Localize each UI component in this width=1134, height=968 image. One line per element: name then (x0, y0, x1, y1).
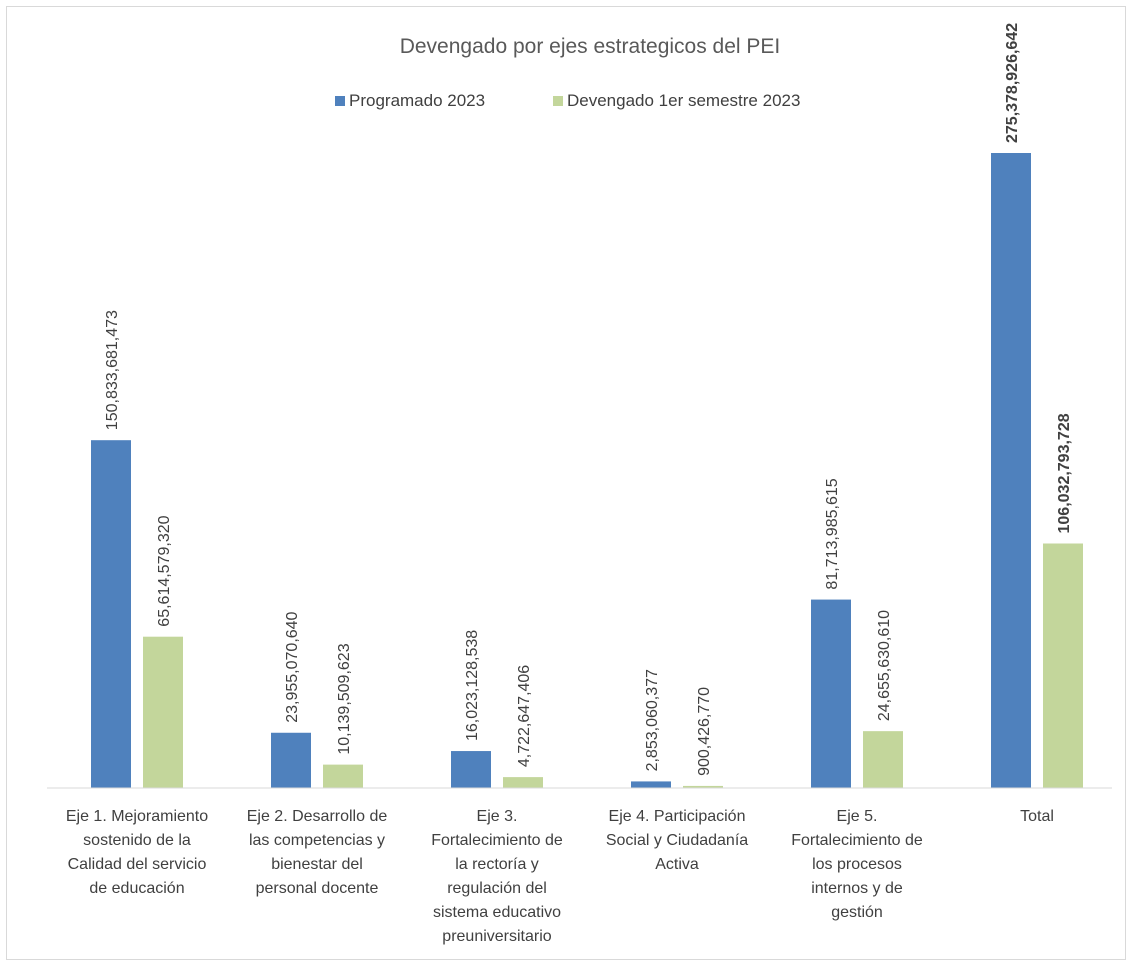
category-label-line: Calidad del servicio (68, 856, 207, 873)
value-label-programado-2: 23,955,070,640 (284, 611, 301, 722)
legend-swatch-devengado (553, 96, 563, 106)
category-label-line: gestión (831, 904, 883, 921)
category-label-line: la rectoría y (455, 856, 539, 873)
category-label-3: Eje 3. Fortalecimiento de la rectoría y reg… (431, 808, 563, 945)
category-label-line: Eje 2. Desarrollo de (247, 808, 388, 825)
bar-programado-6 (991, 153, 1031, 788)
bar-devengado-1 (143, 636, 183, 788)
category-label-line: sistema educativo (433, 904, 561, 921)
value-label-devengado-6: 106,032,793,728 (1056, 413, 1073, 533)
legend-label-devengado: Devengado 1er semestre 2023 (567, 91, 800, 110)
bar-programado-4 (631, 781, 671, 788)
value-label-programado-3: 16,023,128,538 (464, 630, 481, 741)
bar-devengado-3 (503, 777, 543, 788)
value-label-programado-6: 275,378,926,642 (1004, 23, 1021, 143)
value-label-devengado-5: 24,655,630,610 (876, 610, 893, 721)
bar-devengado-4 (683, 785, 723, 788)
category-label-line: Fortalecimiento de (791, 832, 923, 849)
category-label-line: internos y de (811, 880, 903, 897)
category-label-line: los procesos (812, 856, 902, 873)
category-label-4: Eje 4. Participación Social y Ciudadanía A… (606, 808, 748, 873)
category-label-line: Eje 1. Mejoramiento (66, 808, 208, 825)
category-label-line: Social y Ciudadanía (606, 832, 748, 849)
category-label-line: regulación del (447, 880, 547, 897)
category-label-line: bienestar del (271, 856, 363, 873)
legend-label-programado: Programado 2023 (349, 91, 485, 110)
category-label-line: personal docente (256, 880, 379, 897)
category-label-line: preuniversitario (442, 928, 551, 945)
value-label-programado-1: 150,833,681,473 (104, 310, 121, 430)
category-label-line: sostenido de la (83, 832, 191, 849)
value-label-programado-5: 81,713,985,615 (824, 478, 841, 589)
value-label-devengado-2: 10,139,509,623 (336, 643, 353, 754)
category-label-6: Total (1020, 808, 1054, 825)
category-label-line: las competencias y (249, 832, 385, 849)
bar-devengado-6 (1043, 543, 1083, 788)
data-labels-group: 150,833,681,473 65,614,579,320 23,955,070,… (104, 23, 1073, 776)
bar-programado-1 (91, 440, 131, 788)
value-label-devengado-4: 900,426,770 (696, 687, 713, 776)
category-labels-group: Eje 1. Mejoramiento sostenido de la Calida… (66, 808, 1054, 945)
category-label-line: Eje 3. (477, 808, 518, 825)
category-label-line: Eje 5. (837, 808, 878, 825)
category-label-line: Total (1020, 808, 1054, 825)
bar-chart: Devengado por ejes estrategicos del PEI … (47, 23, 1112, 945)
bar-programado-2 (271, 732, 311, 788)
value-label-devengado-1: 65,614,579,320 (156, 515, 173, 626)
chart-title: Devengado por ejes estrategicos del PEI (400, 35, 781, 58)
category-label-5: Eje 5. Fortalecimiento de los procesos inte… (791, 808, 923, 921)
category-label-2: Eje 2. Desarrollo de las competencias y bi… (247, 808, 388, 897)
bar-programado-3 (451, 751, 491, 788)
bar-devengado-5 (863, 731, 903, 788)
category-label-line: Fortalecimiento de (431, 832, 563, 849)
bar-devengado-2 (323, 764, 363, 788)
category-label-line: Eje 4. Participación (609, 808, 746, 825)
bars-group (91, 153, 1083, 788)
value-label-devengado-3: 4,722,647,406 (516, 665, 533, 767)
chart-area: Devengado por ejes estrategicos del PEI … (6, 6, 1126, 960)
bar-programado-5 (811, 599, 851, 788)
category-label-line: Activa (655, 856, 699, 873)
legend: Programado 2023 Devengado 1er semestre 2… (335, 91, 800, 110)
category-label-1: Eje 1. Mejoramiento sostenido de la Calida… (66, 808, 208, 897)
legend-swatch-programado (335, 96, 345, 106)
category-label-line: de educación (89, 880, 184, 897)
value-label-programado-4: 2,853,060,377 (644, 669, 661, 771)
